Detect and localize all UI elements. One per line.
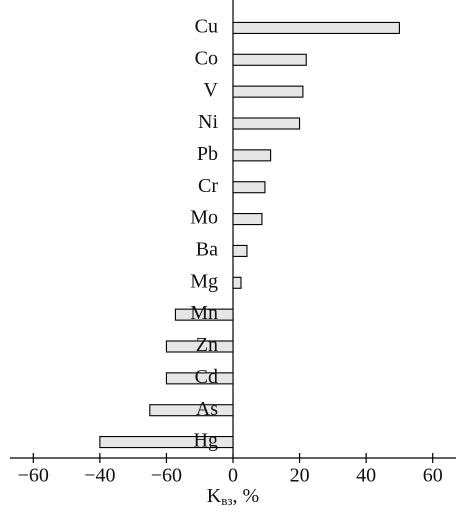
x-label-main: K: [207, 485, 222, 507]
bar: [165, 340, 234, 353]
category-label: Cu: [195, 16, 218, 38]
category-label: Zn: [196, 334, 218, 356]
category-label: Mg: [190, 270, 218, 292]
bar: [232, 149, 272, 162]
bar: [232, 213, 263, 226]
category-label: Mn: [190, 302, 218, 324]
bar: [232, 276, 242, 289]
x-tick-label: −60: [18, 465, 49, 487]
category-label: Pb: [197, 143, 218, 165]
x-tick-label: 60: [423, 465, 443, 487]
category-label: Co: [195, 47, 218, 69]
bar: [174, 308, 234, 321]
bar: [232, 21, 400, 34]
bar: [232, 181, 266, 194]
bar: [232, 117, 301, 130]
category-label: V: [204, 79, 219, 101]
bar: [232, 85, 304, 98]
bar: [99, 436, 234, 449]
category-label: Hg: [194, 430, 218, 452]
x-label-sub: вз: [221, 493, 232, 508]
bar: [165, 372, 234, 385]
category-label: Ba: [196, 239, 218, 261]
bar: [149, 404, 234, 417]
x-tick-label: −60: [151, 465, 182, 487]
x-label-suffix: , %: [233, 485, 260, 507]
category-label: Mo: [190, 207, 218, 229]
x-axis-label: Kвз, %: [207, 485, 259, 508]
category-label: Cd: [195, 366, 218, 388]
bar: [232, 53, 307, 66]
x-tick-label: 0: [228, 465, 238, 487]
x-tick-label: 40: [356, 465, 376, 487]
x-tick-label: 20: [290, 465, 310, 487]
category-label: As: [196, 398, 218, 420]
category-label: Cr: [198, 175, 218, 197]
bar: [232, 244, 248, 257]
category-label: Ni: [198, 111, 218, 133]
x-tick-label: −40: [84, 465, 115, 487]
